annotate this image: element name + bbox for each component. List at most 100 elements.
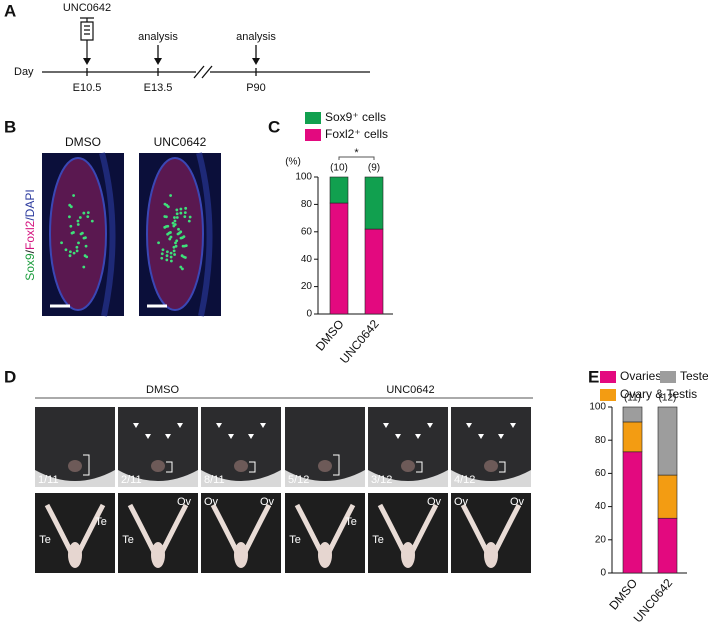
y-tick-label: 0: [600, 568, 606, 579]
analysis-label: analysis: [138, 31, 178, 43]
testis-arrowhead: [145, 434, 151, 439]
mouse-body: [201, 407, 281, 481]
genital: [68, 460, 82, 472]
sox9-signal: [188, 215, 192, 219]
ratio-label: 1/11: [38, 474, 59, 486]
sox9-signal: [184, 244, 188, 247]
testis-arrowhead: [466, 423, 472, 428]
bracket: [499, 461, 506, 473]
stain-label-part: Sox9: [23, 253, 37, 281]
arrowhead: [83, 58, 91, 65]
organ-label: Te: [95, 516, 107, 528]
y-tick-label: 20: [595, 534, 607, 545]
sox9-signal: [60, 241, 63, 245]
panel-label: D: [4, 367, 16, 386]
organ-label: Te: [289, 534, 301, 546]
organ-label: Te: [345, 516, 357, 528]
sox9-signal: [179, 207, 183, 211]
sox9-signal: [163, 202, 167, 206]
bar-segment: [657, 474, 678, 519]
bracket: [166, 461, 173, 473]
event-label: P90: [246, 82, 266, 94]
testis-arrowhead: [383, 423, 389, 428]
bracket: [416, 461, 423, 473]
sox9-signal: [171, 221, 175, 225]
legend-label: Ovary & Testis: [620, 387, 697, 401]
legend-label: Testes: [680, 369, 708, 383]
panel-label: A: [4, 1, 16, 20]
bar-segment: [622, 421, 643, 453]
mouse-body: [35, 407, 115, 481]
significance-label: *: [354, 147, 359, 159]
sox9-signal: [168, 237, 172, 241]
sox9-signal: [182, 235, 186, 239]
bar-segment: [657, 517, 678, 574]
stain-label-part: /DAPI: [23, 189, 37, 220]
sox9-signal: [165, 258, 169, 262]
sox9-signal: [177, 227, 180, 231]
analysis-label: analysis: [236, 31, 276, 43]
organ-label: Ov: [454, 496, 469, 508]
legend-swatch: [600, 389, 616, 401]
sox9-signal: [68, 203, 72, 207]
sox9-signal: [165, 254, 169, 258]
sox9-signal: [183, 215, 187, 219]
sample-size: (9): [368, 163, 380, 174]
stain-label: Sox9/Foxl2/DAPI: [23, 189, 37, 280]
y-tick-label: 60: [595, 468, 607, 479]
bar-segment: [622, 451, 643, 574]
sox9-signal: [78, 216, 82, 219]
sox9-signal: [69, 224, 73, 228]
organ: [484, 542, 498, 568]
legend-swatch: [660, 371, 676, 383]
y-axis-label: (%): [285, 157, 301, 168]
y-tick-label: 80: [301, 199, 313, 210]
treatment-label: UNC0642: [63, 2, 111, 14]
testis-arrowhead: [427, 423, 433, 428]
sox9-signal: [86, 215, 90, 219]
sox9-signal: [172, 245, 176, 249]
sox9-signal: [80, 231, 84, 235]
genital: [318, 460, 332, 472]
organ: [401, 542, 415, 568]
sox9-signal: [169, 259, 173, 263]
gonad: [49, 157, 107, 311]
sox9-signal: [84, 244, 88, 248]
testis-arrowhead: [415, 434, 421, 439]
testis-arrowhead: [248, 434, 254, 439]
mouse-body: [285, 407, 365, 481]
bracket: [249, 461, 256, 473]
event-label: E13.5: [144, 82, 173, 94]
sox9-signal: [69, 250, 72, 254]
sox9-signal: [72, 194, 76, 197]
ratio-label: 5/12: [288, 474, 309, 486]
testis-arrowhead: [133, 423, 139, 428]
testis-arrowhead: [498, 434, 504, 439]
tissue-outline: [99, 152, 116, 317]
sox9-signal: [169, 251, 173, 255]
sox9-signal: [75, 249, 79, 253]
sox9-signal: [68, 254, 72, 258]
sox9-signal: [184, 206, 188, 210]
panel-label: B: [4, 117, 16, 136]
mouse-body: [368, 407, 448, 481]
sox9-signal: [84, 236, 87, 240]
stain-label-part: Foxl2: [23, 220, 37, 250]
testis-arrowhead: [216, 423, 222, 428]
organ-label: Ov: [427, 496, 442, 508]
bar-segment: [329, 176, 349, 204]
sox9-signal: [169, 255, 173, 259]
group-label: UNC0642: [386, 384, 434, 396]
arrowhead: [154, 58, 162, 65]
organ: [318, 542, 332, 568]
stain-label-part: /: [23, 249, 37, 253]
y-tick-label: 40: [595, 501, 607, 512]
organ: [68, 542, 82, 568]
sox9-signal: [76, 223, 80, 226]
sox9-signal: [70, 231, 74, 235]
sox9-signal: [173, 216, 176, 219]
bar-segment: [622, 406, 643, 423]
bracket: [333, 454, 340, 476]
sox9-signal: [183, 211, 187, 215]
sox9-signal: [187, 219, 191, 223]
